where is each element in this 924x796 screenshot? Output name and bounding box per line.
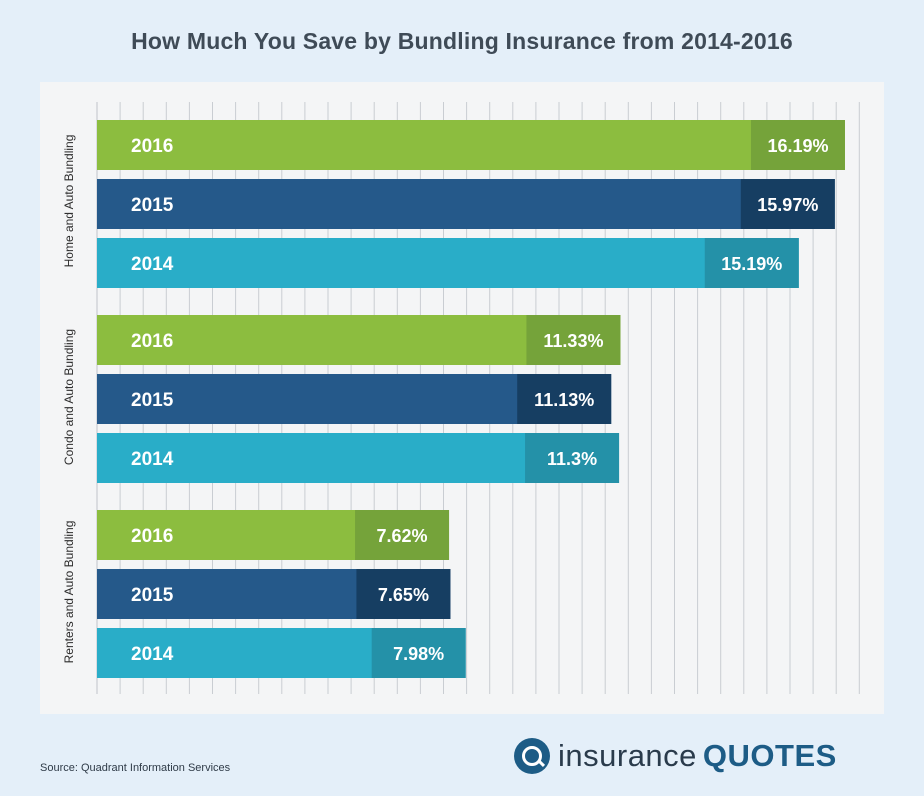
- bar-chart: 2016 16.19% 2015 15.97% 2014 15.19% 2016 11.33%…: [96, 102, 860, 694]
- bar-year-label: 2016: [131, 136, 173, 157]
- bar-value-label: 16.19%: [767, 136, 828, 156]
- bar-value-label: 7.98%: [393, 644, 444, 664]
- bar-value-label: 11.33%: [543, 331, 603, 351]
- bar-value-box: [371, 628, 466, 678]
- bar-value-label: 11.3%: [547, 449, 597, 469]
- bar-value-label: 7.62%: [377, 526, 428, 546]
- bar-2014: [97, 238, 799, 288]
- bar-value-box: [355, 510, 450, 560]
- bar-value-box: [750, 120, 845, 170]
- bar-value-label: 7.65%: [378, 585, 429, 605]
- logo-text-quotes: QUOTES: [702, 738, 837, 773]
- bar-year-label: 2015: [131, 195, 174, 216]
- bar-2016: [97, 120, 845, 170]
- bar-value-box: [740, 179, 835, 229]
- group-label-renters-auto: Renters and Auto Bundling: [62, 520, 76, 664]
- bar-year-label: 2015: [131, 585, 174, 606]
- bar-year-label: 2014: [131, 254, 174, 275]
- source-note: Source: Quadrant Information Services: [40, 762, 231, 774]
- bar-value-box: [526, 315, 621, 365]
- bar-year-label: 2014: [131, 644, 174, 665]
- bar-value-label: 15.19%: [721, 254, 782, 274]
- bar-year-label: 2014: [131, 449, 174, 470]
- group-label-condo-auto: Condo and Auto Bundling: [62, 328, 76, 466]
- chart-panel: 2016 16.19% 2015 15.97% 2014 15.19% 2016 11.33%…: [40, 82, 884, 714]
- bar-year-label: 2016: [131, 526, 173, 547]
- chart-title: How Much You Save by Bundling Insurance …: [131, 28, 793, 54]
- bar-year-label: 2016: [131, 331, 173, 352]
- bar-value-box: [517, 374, 612, 424]
- bar-value-box: [704, 238, 799, 288]
- logo-text-insurance: insurance: [558, 738, 697, 773]
- bar-value-box: [356, 569, 451, 619]
- bar-2015: [97, 179, 835, 229]
- insurancequotes-logo: insurance QUOTES: [514, 736, 837, 776]
- bar-year-label: 2015: [131, 390, 174, 411]
- group-label-home-auto: Home and Auto Bundling: [62, 134, 76, 268]
- bar-value-label: 11.13%: [534, 390, 594, 410]
- logo-magnifier-icon: [514, 738, 550, 774]
- bar-value-label: 15.97%: [757, 195, 818, 215]
- bar-value-box: [525, 433, 620, 483]
